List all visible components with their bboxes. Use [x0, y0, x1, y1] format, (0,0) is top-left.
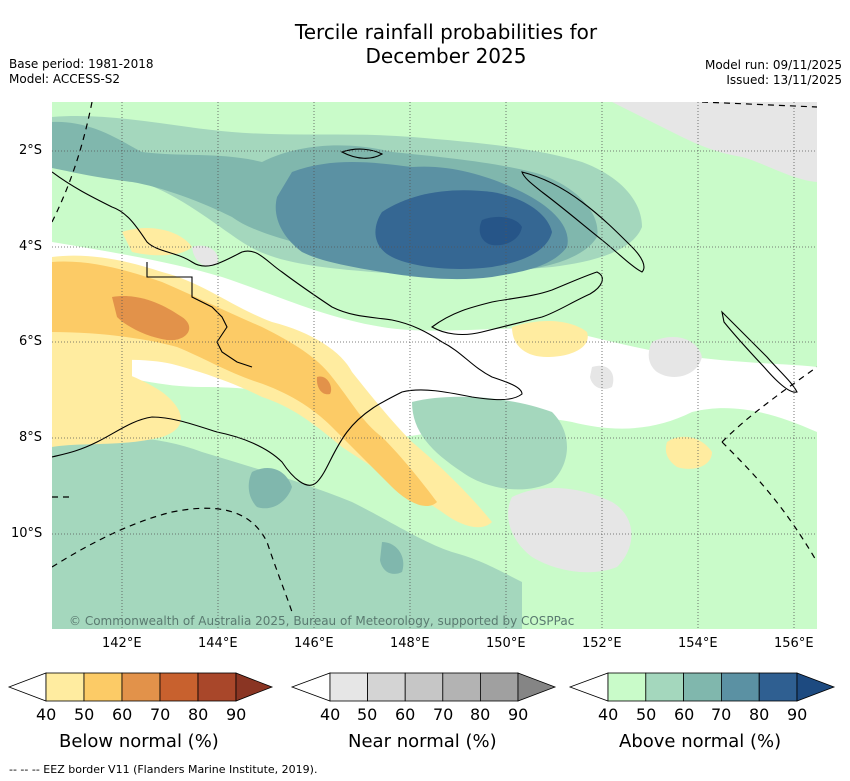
cb-above-70-80 — [721, 672, 760, 702]
title-line-2: December 2025 — [365, 44, 527, 68]
above-60-south-region — [52, 436, 522, 629]
below-70-south-region — [316, 376, 332, 395]
lat-tick-2s: 2°S — [19, 143, 43, 158]
title-line-1: Tercile rainfall probabilities for — [294, 20, 598, 44]
near-50-mid-region — [192, 245, 218, 267]
lat-tick-4s: 4°S — [19, 239, 43, 254]
cb-near-40-50 — [329, 672, 368, 702]
near-50-e-region — [648, 337, 702, 377]
model-name: Model: ACCESS-S2 — [9, 72, 121, 86]
cb-near-80-90 — [479, 672, 519, 702]
cb-near-60-70 — [404, 672, 444, 702]
model-run: Model run: 09/11/2025 — [704, 58, 842, 72]
cb-near-val-90: 90 — [508, 705, 529, 724]
colorbar-near — [290, 672, 557, 702]
above-60-east-region — [412, 396, 567, 490]
eez-border-ne — [701, 102, 817, 108]
colorbar-below — [7, 672, 274, 702]
lon-tick-154e: 154°E — [678, 636, 718, 651]
cb-above-val-40: 40 — [598, 705, 619, 724]
cb-near-50-60 — [367, 672, 406, 702]
cb-above-under — [568, 672, 609, 702]
cb-above-label: Above normal (%) — [619, 731, 782, 752]
below-50-far-east-region — [665, 436, 712, 469]
colorbar-above — [568, 672, 836, 702]
colorbars — [7, 672, 836, 702]
cb-near-under — [290, 672, 331, 702]
issued-date: Issued: 13/11/2025 — [726, 73, 842, 87]
base-period: Base period: 1981-2018 — [9, 57, 154, 71]
cb-above-40-50 — [607, 672, 647, 702]
cb-below-val-50: 50 — [74, 705, 95, 724]
below-70-region — [112, 296, 190, 341]
below-50-mid-region — [122, 227, 192, 256]
manus-coast — [340, 148, 384, 159]
above-70-south2-region — [380, 542, 404, 574]
cb-below-80-90 — [197, 672, 237, 702]
probability-map: © Commonwealth of Australia 2025, Bureau… — [52, 102, 817, 629]
cb-near-val-70: 70 — [433, 705, 454, 724]
lon-tick-156e: 156°E — [774, 636, 814, 651]
cb-near-val-50: 50 — [357, 705, 378, 724]
cb-above-val-50: 50 — [636, 705, 657, 724]
copyright-text: © Commonwealth of Australia 2025, Bureau… — [69, 614, 574, 628]
new-britain-coast — [431, 271, 603, 336]
lon-tick-146e: 146°E — [294, 636, 334, 651]
eez-border-se — [721, 366, 817, 443]
eez-border-west — [52, 102, 93, 223]
cb-near-val-40: 40 — [320, 705, 341, 724]
cb-near-label: Near normal (%) — [348, 731, 497, 752]
lat-tick-10s: 10°S — [11, 526, 43, 541]
cb-below-val-60: 60 — [112, 705, 133, 724]
lon-tick-148e: 148°E — [390, 636, 430, 651]
cb-near-val-80: 80 — [470, 705, 491, 724]
cb-below-40-50 — [45, 672, 85, 702]
new-ireland-coast — [521, 171, 645, 273]
lon-tick-150e: 150°E — [486, 636, 526, 651]
near-50-e2-region — [590, 365, 614, 389]
cb-below-under — [7, 672, 47, 702]
cb-above-60-70 — [683, 672, 722, 702]
cb-near-70-80 — [442, 672, 481, 702]
cb-above-val-90: 90 — [787, 705, 808, 724]
meta-left: Base period: 1981-2018 Model: ACCESS-S2 — [9, 57, 154, 87]
lon-tick-144e: 144°E — [198, 636, 238, 651]
cb-below-50-60 — [83, 672, 123, 702]
eez-border-se2 — [721, 441, 817, 563]
cb-near-over — [517, 672, 557, 702]
cb-below-60-70 — [121, 672, 161, 702]
cb-below-70-80 — [159, 672, 199, 702]
cb-below-val-40: 40 — [36, 705, 57, 724]
meta-right: Model run: 09/11/2025 Issued: 13/11/2025 — [705, 58, 842, 88]
eez-border-sw — [52, 507, 293, 613]
cb-above-80-90 — [758, 672, 798, 702]
cb-above-val-60: 60 — [674, 705, 695, 724]
near-50-se-region — [508, 487, 632, 573]
above-90-core-region — [375, 190, 552, 269]
lon-tick-152e: 152°E — [582, 636, 622, 651]
cb-above-val-70: 70 — [711, 705, 732, 724]
cb-above-50-60 — [645, 672, 684, 702]
png-border — [146, 262, 253, 368]
lon-tick-142e: 142°E — [102, 636, 142, 651]
cb-below-val-90: 90 — [226, 705, 247, 724]
cb-above-val-80: 80 — [749, 705, 770, 724]
cb-below-val-80: 80 — [188, 705, 209, 724]
eez-note: -- -- -- EEZ border V11 (Flanders Marine… — [9, 763, 318, 776]
cb-below-val-70: 70 — [150, 705, 171, 724]
below-50-sw-region — [52, 332, 132, 425]
below-50-east-region — [512, 320, 588, 357]
above-90-peak-region — [479, 216, 522, 246]
cb-below-label: Below normal (%) — [59, 731, 219, 752]
new-guinea-coast — [52, 171, 523, 486]
bougainville-coast — [721, 310, 798, 393]
chart-title: Tercile rainfall probabilities for Decem… — [0, 20, 850, 68]
lat-tick-6s: 6°S — [19, 334, 43, 349]
above-70-south-region — [248, 467, 292, 509]
cb-above-over — [796, 672, 836, 702]
cb-near-val-60: 60 — [395, 705, 416, 724]
cb-below-over — [235, 672, 274, 702]
lat-tick-8s: 8°S — [19, 430, 43, 445]
near-50-ne-region — [612, 102, 817, 182]
